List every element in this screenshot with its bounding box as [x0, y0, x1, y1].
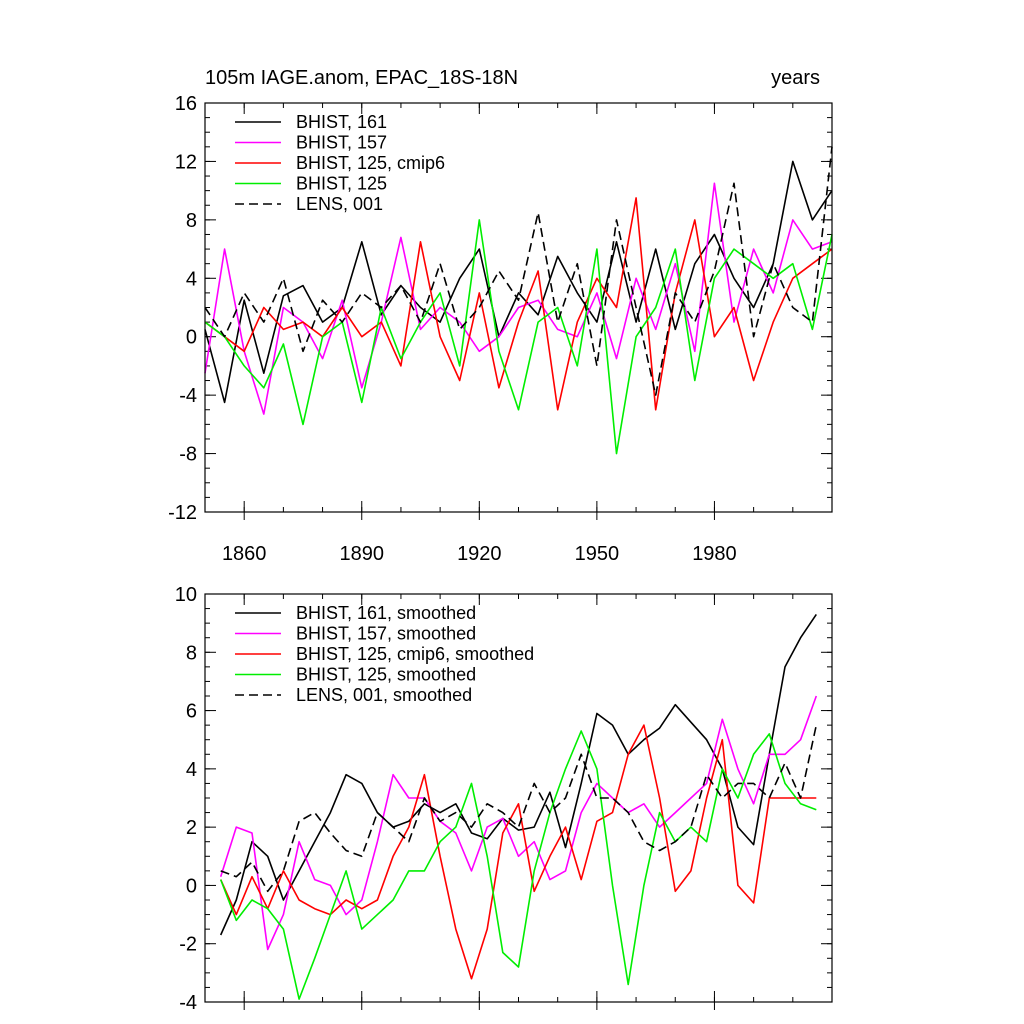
legend-label-4: LENS, 001, smoothed: [296, 685, 472, 705]
top-panel-frame: [204, 102, 833, 513]
legend-label-4: LENS, 001: [296, 194, 383, 214]
y-tick-label: 4: [186, 759, 197, 781]
x-tick-label: 1980: [692, 543, 737, 565]
x-tick-label: 1860: [222, 543, 267, 565]
series-line-4: [220, 724, 818, 893]
series-line-3: [204, 219, 833, 455]
top-panel-title: 105m IAGE.anom, EPAC_18S-18N: [205, 67, 518, 89]
y-tick-label: -8: [179, 444, 197, 466]
top-panel: 105m IAGE.anom, EPAC_18S-18N years 16 12 8…: [168, 67, 833, 565]
series-line-0: [204, 160, 833, 404]
y-tick-label: -4: [179, 992, 197, 1014]
x-tick-label: 1890: [340, 543, 385, 565]
legend-label-0: BHIST, 161: [296, 112, 387, 132]
series-line-2: [219, 724, 817, 980]
y-tick-label: 0: [186, 327, 197, 349]
y-tick-label: 8: [186, 642, 197, 664]
series-line-2: [204, 197, 833, 411]
series-line-4: [204, 146, 833, 396]
y-tick-label: 6: [186, 701, 197, 723]
bottom-panel-frame: [204, 593, 833, 1003]
y-tick-label: -2: [179, 934, 197, 956]
y-tick-label: 10: [175, 584, 197, 606]
y-tick-label: 2: [186, 817, 197, 839]
legend-label-1: BHIST, 157, smoothed: [296, 624, 476, 644]
x-tick-label: 1920: [457, 543, 502, 565]
y-tick-label: -4: [179, 385, 197, 407]
y-tick-label: -12: [168, 502, 197, 524]
top-panel-series: [204, 146, 833, 455]
series-line-1: [219, 695, 818, 951]
bottom-panel-series: [219, 613, 818, 1000]
y-tick-label: 0: [186, 875, 197, 897]
y-tick-label: 16: [175, 93, 197, 115]
x-tick-label: 1950: [575, 543, 620, 565]
series-line-3: [219, 730, 817, 1000]
legend-label-0: BHIST, 161, smoothed: [296, 603, 476, 623]
legend-label-2: BHIST, 125, cmip6: [296, 153, 445, 173]
bottom-panel-axes: 10 8 6 4 2 0 -2 -4: [175, 584, 833, 1014]
top-panel-units: years: [771, 67, 820, 89]
y-tick-label: 4: [186, 268, 197, 290]
legend-label-2: BHIST, 125, cmip6, smoothed: [296, 644, 534, 664]
legend-label-3: BHIST, 125, smoothed: [296, 665, 476, 685]
legend-label-1: BHIST, 157: [296, 133, 387, 153]
y-tick-label: 8: [186, 210, 197, 232]
y-tick-label: 12: [175, 151, 197, 173]
legend-label-3: BHIST, 125: [296, 174, 387, 194]
